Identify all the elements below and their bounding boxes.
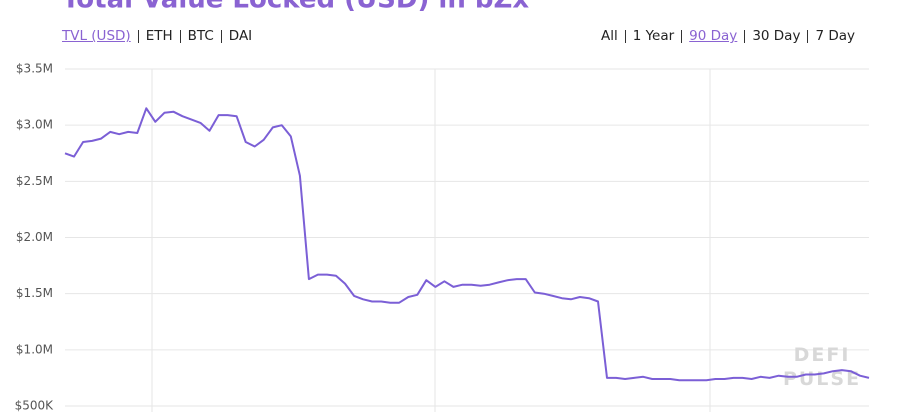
y-tick-label: $1.0M — [16, 342, 53, 356]
separator — [220, 29, 222, 43]
watermark: PULSE — [783, 368, 861, 390]
watermark: DEFI — [794, 344, 851, 366]
tab[interactable]: 7 Day — [815, 28, 855, 44]
tab[interactable]: ETH — [145, 28, 173, 44]
separator — [744, 29, 746, 43]
y-tick-label: $2.5M — [16, 174, 53, 188]
tab[interactable]: TVL (USD) — [62, 28, 131, 44]
tab[interactable]: DAI — [228, 28, 253, 44]
unit-tabs: TVL (USD) ETH BTC DAI — [62, 28, 252, 44]
y-tick-label: $1.5M — [16, 286, 53, 300]
separator — [137, 29, 139, 43]
y-tick-label: $3.5M — [16, 62, 53, 76]
tab[interactable]: 1 Year — [632, 28, 675, 44]
tab[interactable]: BTC — [187, 28, 214, 44]
tab[interactable]: 30 Day — [752, 28, 801, 44]
tab[interactable]: 90 Day — [689, 28, 738, 44]
separator — [624, 29, 626, 43]
range-tabs: All 1 Year 90 Day 30 Day 7 Day — [601, 28, 855, 44]
chart-title: Total Value Locked (USD) in bZx — [62, 0, 529, 15]
series-line — [64, 107, 870, 382]
tab[interactable]: All — [600, 28, 618, 44]
y-tick-label: $500K — [15, 399, 55, 412]
separator — [681, 29, 683, 43]
separator — [807, 29, 809, 43]
y-tick-label: $2.0M — [16, 230, 53, 244]
y-tick-label: $3.0M — [16, 118, 53, 132]
separator — [179, 29, 181, 43]
